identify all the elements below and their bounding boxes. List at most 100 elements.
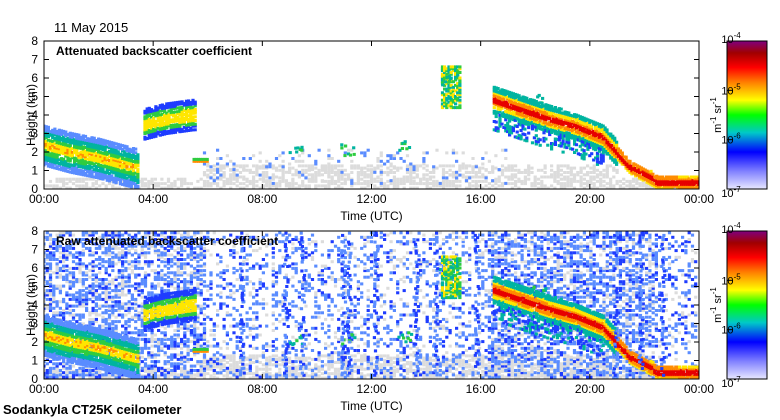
- backscatter-cell: [140, 278, 144, 281]
- backscatter-cell: [99, 160, 103, 164]
- colorbar-label: m-1 sr-1: [709, 97, 724, 133]
- backscatter-cell: [71, 271, 76, 275]
- backscatter-cell: [147, 123, 151, 127]
- backscatter-cell: [441, 83, 445, 87]
- backscatter-cell: [184, 112, 189, 116]
- backscatter-cell: [97, 141, 101, 145]
- backscatter-cell: [464, 179, 469, 183]
- backscatter-cell: [52, 255, 56, 259]
- backscatter-cell: [99, 141, 103, 145]
- backscatter-cell: [695, 184, 699, 188]
- backscatter-cell: [88, 369, 92, 372]
- backscatter-cell: [187, 129, 191, 132]
- backscatter-cell: [641, 182, 645, 186]
- backscatter-cell: [90, 151, 94, 154]
- backscatter-cell: [127, 249, 131, 253]
- backscatter-cell: [114, 255, 118, 259]
- backscatter-cell: [83, 171, 88, 175]
- backscatter-cell: [595, 144, 600, 148]
- backscatter-cell: [94, 302, 98, 306]
- backscatter-cell: [57, 152, 61, 156]
- backscatter-cell: [440, 93, 445, 97]
- backscatter-cell: [99, 158, 103, 162]
- backscatter-cell: [561, 115, 565, 119]
- backscatter-cell: [658, 184, 663, 188]
- backscatter-cell: [121, 233, 125, 237]
- backscatter-cell: [542, 104, 546, 108]
- backscatter-cell: [104, 282, 108, 286]
- backscatter-cell: [449, 89, 453, 93]
- backscatter-cell: [124, 309, 128, 312]
- backscatter-cell: [71, 284, 76, 288]
- backscatter-cell: [672, 181, 676, 184]
- backscatter-cell: [563, 182, 567, 186]
- backscatter-cell: [152, 109, 156, 113]
- backscatter-cell: [497, 168, 501, 172]
- backscatter-cell: [392, 179, 396, 183]
- backscatter-cell: [586, 138, 590, 142]
- backscatter-cell: [678, 181, 682, 184]
- backscatter-cell: [52, 373, 56, 377]
- backscatter-cell: [158, 120, 162, 124]
- backscatter-cell: [107, 304, 112, 308]
- backscatter-cell: [530, 100, 535, 104]
- backscatter-cell: [363, 171, 367, 174]
- backscatter-cell: [62, 131, 66, 135]
- backscatter-cell: [517, 99, 521, 103]
- backscatter-cell: [68, 286, 72, 290]
- backscatter-cell: [373, 166, 377, 170]
- backscatter-cell: [62, 284, 66, 288]
- backscatter-cell: [584, 136, 588, 139]
- backscatter-cell: [94, 313, 98, 317]
- backscatter-cell: [343, 151, 347, 155]
- backscatter-cell: [496, 129, 500, 133]
- backscatter-cell: [149, 124, 154, 128]
- backscatter-cell: [97, 174, 101, 178]
- backscatter-cell: [553, 126, 557, 130]
- backscatter-cell: [165, 126, 169, 130]
- backscatter-cell: [448, 168, 452, 172]
- backscatter-cell: [64, 134, 68, 138]
- backscatter-cell: [64, 165, 68, 169]
- backscatter-cell: [103, 141, 107, 145]
- backscatter-cell: [588, 119, 592, 123]
- backscatter-cell: [104, 371, 108, 375]
- backscatter-cell: [62, 137, 66, 141]
- backscatter-cell: [496, 92, 500, 96]
- backscatter-cell: [508, 98, 512, 102]
- backscatter-cell: [456, 87, 460, 91]
- backscatter-cell: [180, 120, 184, 124]
- backscatter-cell: [542, 139, 546, 143]
- backscatter-cell: [110, 165, 114, 169]
- date-label: 11 May 2015: [54, 20, 129, 35]
- backscatter-cell: [51, 156, 55, 160]
- backscatter-cell: [471, 171, 475, 174]
- backscatter-cell: [456, 83, 460, 87]
- backscatter-cell: [478, 179, 482, 183]
- backscatter-cell: [536, 122, 540, 126]
- backscatter-cell: [53, 153, 57, 157]
- backscatter-cell: [474, 182, 478, 186]
- backscatter-cell: [104, 286, 108, 290]
- backscatter-cell: [71, 266, 76, 270]
- backscatter-cell: [415, 186, 419, 189]
- backscatter-cell: [679, 175, 684, 179]
- backscatter-cell: [182, 125, 186, 129]
- backscatter-cell: [578, 122, 582, 126]
- backscatter-cell: [176, 110, 180, 114]
- backscatter-cell: [116, 159, 120, 163]
- backscatter-cell: [111, 313, 115, 317]
- backscatter-cell: [53, 138, 57, 142]
- backscatter-cell: [527, 131, 531, 135]
- backscatter-cell: [97, 169, 101, 172]
- backscatter-cell: [48, 139, 53, 143]
- backscatter-cell: [525, 111, 529, 115]
- backscatter-cell: [127, 182, 131, 186]
- backscatter-cell: [131, 174, 136, 178]
- backscatter-cell: [563, 164, 567, 168]
- backscatter-cell: [111, 260, 115, 264]
- backscatter-cell: [693, 177, 697, 181]
- backscatter-cell: [104, 289, 108, 293]
- backscatter-cell: [471, 165, 475, 169]
- backscatter-cell: [97, 150, 101, 154]
